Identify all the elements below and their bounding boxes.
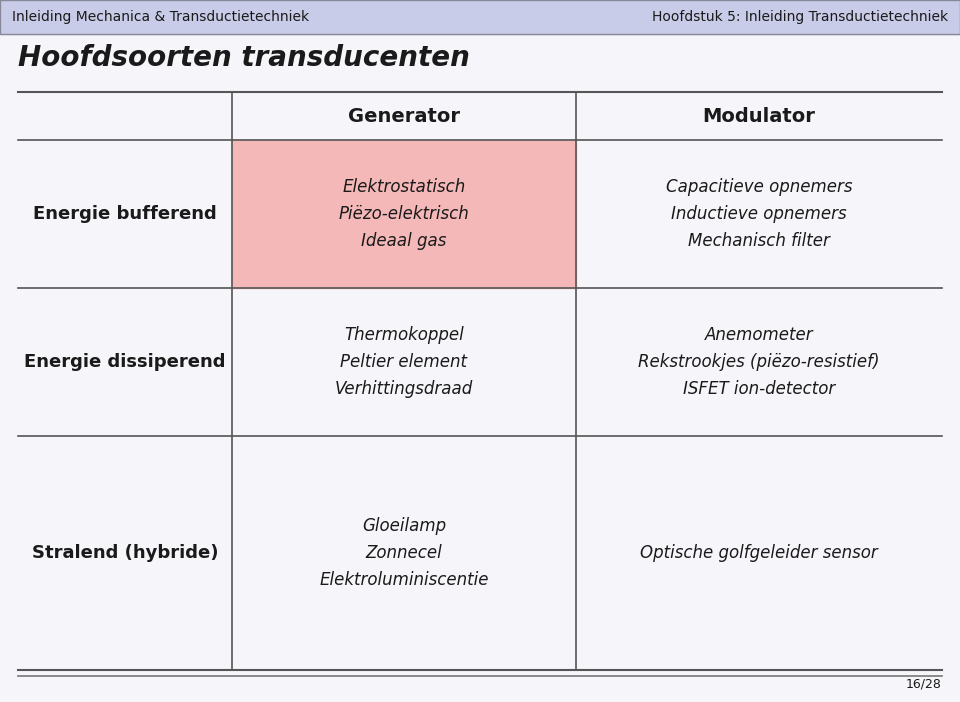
Text: 16/28: 16/28: [906, 677, 942, 691]
Text: Modulator: Modulator: [703, 107, 815, 126]
Bar: [0, 0, 960, 34]
Text: Generator: Generator: [348, 107, 460, 126]
Bar: [232, 140, 576, 288]
Text: Hoofdsoorten transducenten: Hoofdsoorten transducenten: [18, 44, 469, 72]
Text: Hoofdstuk 5: Inleiding Transductietechniek: Hoofdstuk 5: Inleiding Transductietechni…: [652, 10, 948, 24]
Text: Thermokoppel
Peltier element
Verhittingsdraad: Thermokoppel Peltier element Verhittings…: [335, 326, 473, 398]
Text: Anemometer
Rekstrookjes (piëzo-resistief)
ISFET ion-detector: Anemometer Rekstrookjes (piëzo-resistief…: [638, 326, 879, 398]
Text: Energie bufferend: Energie bufferend: [34, 205, 217, 223]
Text: Stralend (hybride): Stralend (hybride): [32, 544, 218, 562]
Bar: [0, 0, 960, 34]
Text: Energie dissiperend: Energie dissiperend: [24, 353, 226, 371]
Text: Elektrostatisch
Piëzo-elektrisch
Ideaal gas: Elektrostatisch Piëzo-elektrisch Ideaal …: [339, 178, 469, 250]
Text: Gloeilamp
Zonnecel
Elektroluminiscentie: Gloeilamp Zonnecel Elektroluminiscentie: [320, 517, 489, 589]
Text: Optische golfgeleider sensor: Optische golfgeleider sensor: [640, 544, 877, 562]
Text: Capacitieve opnemers
Inductieve opnemers
Mechanisch filter: Capacitieve opnemers Inductieve opnemers…: [665, 178, 852, 250]
Text: Inleiding Mechanica & Transductietechniek: Inleiding Mechanica & Transductietechnie…: [12, 10, 309, 24]
